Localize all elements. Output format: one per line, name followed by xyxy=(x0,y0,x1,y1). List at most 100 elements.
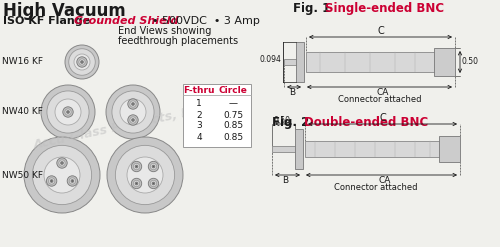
Text: 0.094: 0.094 xyxy=(259,55,281,63)
Circle shape xyxy=(136,166,137,167)
Circle shape xyxy=(59,160,65,166)
Circle shape xyxy=(51,181,52,182)
Text: 0.85: 0.85 xyxy=(223,122,243,130)
Circle shape xyxy=(136,183,137,184)
Circle shape xyxy=(50,180,53,182)
Text: Fig. 2: Fig. 2 xyxy=(272,116,309,129)
Text: 0.50: 0.50 xyxy=(462,58,479,66)
Circle shape xyxy=(80,61,84,63)
Text: NW40 KF: NW40 KF xyxy=(2,107,43,117)
Circle shape xyxy=(152,182,155,185)
Circle shape xyxy=(47,91,89,133)
Text: —: — xyxy=(228,100,237,108)
Circle shape xyxy=(66,111,70,113)
Text: C: C xyxy=(377,26,384,36)
Circle shape xyxy=(46,176,57,186)
Text: 0.85: 0.85 xyxy=(223,132,243,142)
Text: • 500VDC  • 3 Amp: • 500VDC • 3 Amp xyxy=(152,16,260,26)
Text: Double-ended BNC: Double-ended BNC xyxy=(304,116,428,129)
Bar xyxy=(284,59,302,65)
Text: Single-ended BNC: Single-ended BNC xyxy=(325,2,444,15)
Circle shape xyxy=(79,59,85,65)
Circle shape xyxy=(57,158,67,168)
Circle shape xyxy=(134,163,140,170)
Text: B: B xyxy=(289,88,295,97)
Circle shape xyxy=(135,165,138,168)
Circle shape xyxy=(77,57,87,67)
Text: End Views showing: End Views showing xyxy=(118,26,212,36)
Circle shape xyxy=(132,119,134,121)
Bar xyxy=(305,141,440,157)
Circle shape xyxy=(150,180,156,187)
Bar xyxy=(306,52,435,72)
Text: Circle: Circle xyxy=(218,86,248,95)
Text: CA: CA xyxy=(376,88,388,97)
Circle shape xyxy=(132,103,134,105)
Circle shape xyxy=(24,137,100,213)
Text: Grounded Shield: Grounded Shield xyxy=(74,16,178,26)
Circle shape xyxy=(74,54,90,70)
Text: 3: 3 xyxy=(196,122,202,130)
Circle shape xyxy=(107,137,183,213)
Text: High Vacuum: High Vacuum xyxy=(3,2,126,20)
Text: Connector attached: Connector attached xyxy=(334,183,418,192)
Circle shape xyxy=(153,166,154,167)
Bar xyxy=(295,129,303,169)
Circle shape xyxy=(132,161,141,172)
Circle shape xyxy=(130,117,136,123)
Circle shape xyxy=(135,182,138,185)
Circle shape xyxy=(72,181,73,182)
Circle shape xyxy=(69,178,75,184)
Circle shape xyxy=(127,157,163,193)
Bar xyxy=(272,146,301,152)
Circle shape xyxy=(150,163,156,170)
Circle shape xyxy=(152,165,155,168)
Text: Connector attached: Connector attached xyxy=(338,95,421,104)
Circle shape xyxy=(132,178,141,189)
Text: feedthrough placements: feedthrough placements xyxy=(118,36,238,46)
Bar xyxy=(434,48,455,76)
Circle shape xyxy=(32,145,92,205)
Circle shape xyxy=(130,101,136,107)
Circle shape xyxy=(120,99,146,125)
Circle shape xyxy=(60,162,64,165)
Bar xyxy=(439,136,460,162)
Text: Fig. 1: Fig. 1 xyxy=(293,2,330,15)
Text: C: C xyxy=(379,113,386,123)
Circle shape xyxy=(112,91,154,133)
Circle shape xyxy=(148,161,158,172)
Bar xyxy=(296,42,304,82)
FancyBboxPatch shape xyxy=(183,84,251,147)
Circle shape xyxy=(148,178,158,189)
Text: 0.75: 0.75 xyxy=(223,110,243,120)
Circle shape xyxy=(128,115,138,125)
Circle shape xyxy=(41,85,95,139)
Circle shape xyxy=(67,176,78,186)
Text: CA: CA xyxy=(378,176,390,185)
Circle shape xyxy=(116,145,174,205)
Text: 4: 4 xyxy=(196,132,202,142)
Circle shape xyxy=(55,99,81,125)
Circle shape xyxy=(44,157,80,193)
Circle shape xyxy=(106,85,160,139)
Text: 0.50: 0.50 xyxy=(274,116,291,125)
Circle shape xyxy=(134,180,140,187)
Circle shape xyxy=(48,178,55,184)
Text: 2: 2 xyxy=(196,110,202,120)
Circle shape xyxy=(132,103,134,104)
Circle shape xyxy=(132,120,134,121)
Text: ISO KF Flange: ISO KF Flange xyxy=(3,16,90,26)
Circle shape xyxy=(63,107,73,117)
Text: F-thru: F-thru xyxy=(183,86,215,95)
Circle shape xyxy=(128,99,138,109)
Text: B: B xyxy=(282,176,288,185)
Circle shape xyxy=(153,183,154,184)
Circle shape xyxy=(71,180,74,182)
Text: NW16 KF: NW16 KF xyxy=(2,58,43,66)
Text: NW50 KF: NW50 KF xyxy=(2,170,43,180)
Circle shape xyxy=(68,49,96,75)
Text: Accu-Glass Products, Inc.: Accu-Glass Products, Inc. xyxy=(32,102,208,152)
Circle shape xyxy=(65,45,99,79)
Text: 1: 1 xyxy=(196,100,202,108)
Circle shape xyxy=(65,109,71,115)
